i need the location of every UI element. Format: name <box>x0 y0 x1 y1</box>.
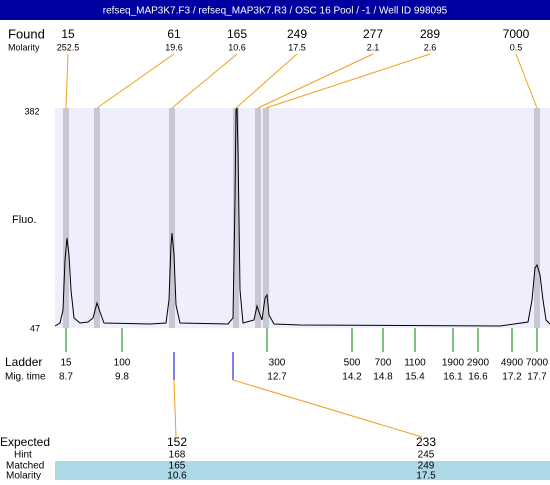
ladder-time: 17.7 <box>527 372 547 383</box>
expected-molarity: 17.5 <box>416 471 436 480</box>
ladder-size: 300 <box>269 358 286 369</box>
found-size: 289 <box>420 27 440 41</box>
peak-connector <box>257 53 374 109</box>
ladder-time: 12.7 <box>267 372 287 383</box>
ladder-size: 2900 <box>467 358 490 369</box>
expected-hint: 168 <box>169 450 186 461</box>
y-max-label: 382 <box>24 106 39 116</box>
ladder-time: 8.7 <box>59 372 73 383</box>
found-molarity: 252.5 <box>57 42 80 52</box>
peak-band <box>534 108 540 328</box>
ladder-time: 14.2 <box>342 372 362 383</box>
found-molarity: 17.5 <box>288 42 306 52</box>
expected-row-label: Expected <box>0 435 50 449</box>
peak-connector <box>171 53 238 109</box>
found-size: 15 <box>61 27 75 41</box>
plot-area <box>55 108 550 328</box>
found-sublabel: Molarity <box>8 42 40 52</box>
ladder-time: 14.8 <box>373 372 393 383</box>
found-molarity: 2.1 <box>367 42 380 52</box>
found-label: Found <box>8 26 45 41</box>
expected-connector <box>232 379 423 438</box>
expected-row-label: Matched <box>6 461 44 472</box>
peak-band <box>94 108 100 328</box>
ladder-label: Ladder <box>5 355 42 369</box>
found-molarity: 0.5 <box>510 42 523 52</box>
found-molarity: 10.6 <box>228 42 246 52</box>
found-size: 277 <box>363 27 383 41</box>
peak-band <box>63 108 69 328</box>
expected-row-label: Hint <box>14 450 32 461</box>
ladder-size: 4900 <box>501 358 524 369</box>
peak-band <box>233 108 239 328</box>
ladder-size: 100 <box>114 358 131 369</box>
ladder-size: 500 <box>344 358 361 369</box>
y-axis-label: Fluo. <box>12 214 36 226</box>
found-molarity: 19.6 <box>165 42 183 52</box>
found-size: 249 <box>287 27 307 41</box>
ladder-size: 15 <box>60 358 72 369</box>
ladder-time: 17.2 <box>502 372 522 383</box>
ladder-size: 1900 <box>442 358 465 369</box>
expected-expected: 233 <box>416 435 436 449</box>
peak-connector <box>65 53 69 109</box>
peak-band <box>263 108 269 328</box>
ladder-size: 700 <box>375 358 392 369</box>
expected-expected: 152 <box>167 435 187 449</box>
ladder-time: 16.6 <box>468 372 488 383</box>
peak-band <box>169 108 175 328</box>
found-size: 7000 <box>503 27 530 41</box>
found-size: 165 <box>227 27 247 41</box>
ladder-time: 16.1 <box>443 372 463 383</box>
peak-connector <box>235 53 298 109</box>
ladder-time: 15.4 <box>405 372 425 383</box>
expected-connector <box>173 379 177 438</box>
ladder-time: 9.8 <box>115 372 129 383</box>
expected-row-label: Molarity <box>6 471 41 480</box>
title-bar <box>0 0 550 20</box>
y-min-label: 47 <box>30 323 40 333</box>
ladder-size: 1100 <box>404 358 426 369</box>
expected-hint: 245 <box>418 450 435 461</box>
trace <box>54 107 550 327</box>
expected-matched: 249 <box>418 461 435 472</box>
peak-connector <box>96 53 175 109</box>
peak-connector <box>515 53 538 109</box>
matched-row-bg <box>55 461 550 480</box>
found-size: 61 <box>167 27 181 41</box>
found-molarity: 2.6 <box>424 42 437 52</box>
ladder-sublabel: Mig. time <box>5 372 46 383</box>
ladder-size: 7000 <box>526 358 549 369</box>
peak-connector <box>265 53 431 109</box>
expected-molarity: 10.6 <box>167 471 187 480</box>
title: refseq_MAP3K7.F3 / refseq_MAP3K7.R3 / OS… <box>103 6 448 17</box>
peak-band <box>255 108 261 328</box>
expected-matched: 165 <box>169 461 186 472</box>
